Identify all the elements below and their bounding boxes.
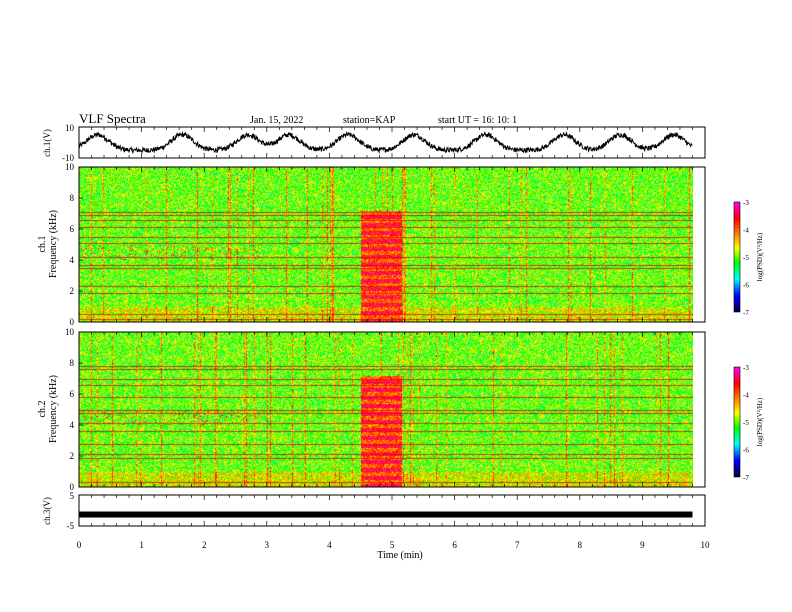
time-tick-label-9: 9 xyxy=(640,540,645,550)
ch1-voltage-xticks xyxy=(78,127,706,158)
cb1-tick-3: -6 xyxy=(743,282,749,290)
cb1-tick-4: -7 xyxy=(743,309,749,317)
ch1-voltage-panel: 10 -10 ch.1(V) xyxy=(42,123,706,163)
time-tick-label-3: 3 xyxy=(265,540,270,550)
time-tick-label-2: 2 xyxy=(202,540,207,550)
ch2-spectrogram-yticks: 0 2 4 6 8 10 xyxy=(65,327,83,492)
ch1-colorbar: -3 -4 -5 -6 -7 log(PSD)(V²/Hz) xyxy=(733,199,764,317)
ch1-spectrogram-ylabel-freq: Frequency (kHz) xyxy=(48,210,59,278)
ytick-label-2-10: 10 xyxy=(65,327,75,337)
cb1-tick-2: -5 xyxy=(743,254,749,262)
date-label: Jan. 15, 2022 xyxy=(250,115,303,126)
ytick-label-1-10: 10 xyxy=(65,162,75,172)
time-tick-label-0: 0 xyxy=(77,540,82,550)
ytick-label-1-0: 0 xyxy=(70,317,75,327)
ch2-spectrogram-xticks xyxy=(78,332,706,487)
ch1-spectrogram-xticks xyxy=(78,167,706,322)
cb2-tick-0: -3 xyxy=(743,364,749,372)
time-axis-tick-labels: 0 1 2 3 4 5 6 7 8 9 10 xyxy=(77,540,710,550)
cb1-label: log(PSD)(V²/Hz) xyxy=(756,232,764,281)
station-label: station=KAP xyxy=(343,115,396,126)
ch1-spectrogram-panel: 0 2 4 6 8 10 ch.1 Frequency (kHz) xyxy=(37,162,706,327)
ch2-spectrogram-image xyxy=(79,332,693,487)
ytick-label-1-8: 8 xyxy=(70,193,75,203)
ytick-label-2-6: 6 xyxy=(70,389,75,399)
ch1-voltage-series xyxy=(78,130,693,155)
cb2-tick-2: -5 xyxy=(743,419,749,427)
ytick-label-2-4: 4 xyxy=(70,420,75,430)
time-tick-label-8: 8 xyxy=(578,540,583,550)
figure-title: VLF Spectra xyxy=(79,111,146,126)
ch2-spectrogram-panel: 0 2 4 6 8 10 ch.2 Frequency (kHz) xyxy=(37,327,706,492)
ytick-label-2-2: 2 xyxy=(70,451,75,461)
cb2-tick-3: -6 xyxy=(743,447,749,455)
ytick-label-2-0: 0 xyxy=(70,482,75,492)
start-time-label: start UT = 16: 10: 1 xyxy=(438,115,517,126)
ch3-voltage-ylabel: ch.3(V) xyxy=(42,497,52,525)
ch1-spectrogram-image xyxy=(79,167,693,322)
ch2-spectrogram-ylabel-channel: ch.2 xyxy=(37,401,48,418)
ytick-label-1-2: 2 xyxy=(70,286,75,296)
cb1-tick-1: -4 xyxy=(743,227,749,235)
ch1-ytick-top: 10 xyxy=(65,123,75,133)
ytick-label-1-4: 4 xyxy=(70,255,75,265)
time-tick-label-4: 4 xyxy=(327,540,332,550)
cb2-tick-1: -4 xyxy=(743,392,749,400)
ch1-spectrogram-ylabel-channel: ch.1 xyxy=(37,236,48,253)
ch3-ytick-top: 5 xyxy=(70,491,75,501)
time-tick-label-6: 6 xyxy=(452,540,457,550)
ch3-ytick-bottom: -5 xyxy=(67,521,75,531)
ch1-ytick-bottom: -10 xyxy=(62,153,74,163)
cb2-tick-4: -7 xyxy=(743,474,749,482)
time-tick-label-5: 5 xyxy=(390,540,395,550)
cb2-label: log(PSD)(V²/Hz) xyxy=(756,397,764,446)
ch1-spectrogram-yticks: 0 2 4 6 8 10 xyxy=(65,162,83,327)
ch3-voltage-panel: 5 -5 ch.3(V) 0 1 2 3 4 5 6 7 8 9 10 Time (min) xyxy=(42,491,710,561)
cb1-tick-0: -3 xyxy=(743,199,749,207)
ytick-label-1-6: 6 xyxy=(70,224,75,234)
ch3-voltage-series xyxy=(79,511,693,518)
time-tick-label-1: 1 xyxy=(139,540,144,550)
time-tick-label-7: 7 xyxy=(515,540,520,550)
ch2-spectrogram-ylabel-freq: Frequency (kHz) xyxy=(48,375,59,443)
ch3-voltage-xticks xyxy=(78,495,706,526)
time-tick-label-10: 10 xyxy=(701,540,711,550)
ch2-colorbar: -3 -4 -5 -6 -7 log(PSD)(V²/Hz) xyxy=(733,364,764,482)
ytick-label-2-8: 8 xyxy=(70,358,75,368)
time-axis-label: Time (min) xyxy=(377,550,422,561)
ch1-voltage-ylabel: ch.1(V) xyxy=(42,129,52,157)
